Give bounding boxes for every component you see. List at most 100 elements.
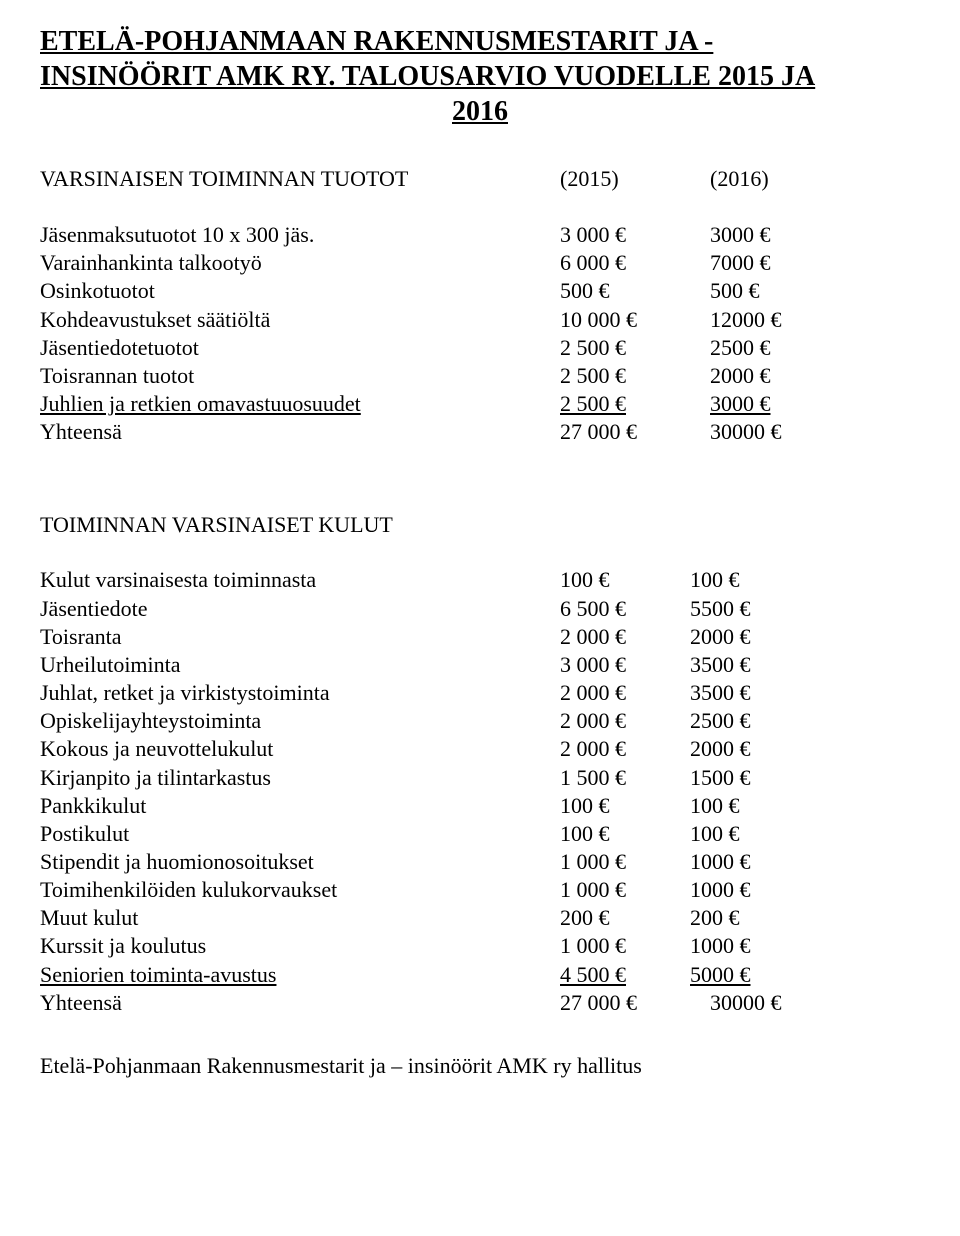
row-label: Kulut varsinaisesta toiminnasta	[40, 566, 560, 594]
row-label: Kurssit ja koulutus	[40, 932, 560, 960]
table-row: Kulut varsinaisesta toiminnasta100 €100 …	[40, 566, 920, 594]
row-value-2015: 500 €	[560, 277, 710, 305]
row-value-2016: 1000 €	[690, 932, 840, 960]
row-value-2016: 7000 €	[710, 249, 860, 277]
row-value-2016: 1000 €	[690, 876, 840, 904]
table-row: Kokous ja neuvottelukulut2 000 €2000 €	[40, 735, 920, 763]
row-value-2015: 1 500 €	[560, 764, 690, 792]
section2-heading: TOIMINNAN VARSINAISET KULUT	[40, 512, 920, 538]
section1-total-label: Yhteensä	[40, 418, 560, 446]
table-row: Seniorien toiminta-avustus4 500 €5000 €	[40, 961, 920, 989]
section1-heading-label: VARSINAISEN TOIMINNAN TUOTOT	[40, 165, 560, 193]
row-label: Pankkikulut	[40, 792, 560, 820]
section1-heading-row: VARSINAISEN TOIMINNAN TUOTOT (2015) (201…	[40, 165, 920, 193]
section2-total-a: 27 000 €	[560, 989, 710, 1017]
row-label: Toisranta	[40, 623, 560, 651]
row-value-2015: 2 500 €	[560, 362, 710, 390]
section1-rows: Jäsenmaksutuotot 10 x 300 jäs.3 000 €300…	[40, 221, 920, 418]
row-label: Muut kulut	[40, 904, 560, 932]
row-value-2015: 2 000 €	[560, 679, 690, 707]
row-value-2016: 12000 €	[710, 306, 860, 334]
title-line-2: INSINÖÖRIT AMK RY. TALOUSARVIO VUODELLE …	[40, 59, 920, 94]
section1-total-row: Yhteensä 27 000 € 30000 €	[40, 418, 920, 446]
row-value-2015: 6 500 €	[560, 595, 690, 623]
row-value-2016: 100 €	[690, 792, 840, 820]
row-label: Postikulut	[40, 820, 560, 848]
title-line-1: ETELÄ-POHJANMAAN RAKENNUSMESTARIT JA -	[40, 24, 920, 59]
row-label: Opiskelijayhteystoiminta	[40, 707, 560, 735]
row-value-2016: 2500 €	[690, 707, 840, 735]
table-row: Toimihenkilöiden kulukorvaukset1 000 €10…	[40, 876, 920, 904]
section2-rows: Kulut varsinaisesta toiminnasta100 €100 …	[40, 566, 920, 988]
row-value-2016: 2000 €	[690, 623, 840, 651]
row-label: Jäsentiedotetuotot	[40, 334, 560, 362]
row-value-2015: 6 000 €	[560, 249, 710, 277]
table-row: Varainhankinta talkootyö6 000 €7000 €	[40, 249, 920, 277]
row-value-2016: 1000 €	[690, 848, 840, 876]
row-value-2015: 3 000 €	[560, 221, 710, 249]
row-label: Kohdeavustukset säätiöltä	[40, 306, 560, 334]
row-value-2016: 3500 €	[690, 679, 840, 707]
row-value-2015: 2 000 €	[560, 707, 690, 735]
table-row: Kohdeavustukset säätiöltä10 000 €12000 €	[40, 306, 920, 334]
row-label: Jäsenmaksutuotot 10 x 300 jäs.	[40, 221, 560, 249]
section1-heading-col-a: (2015)	[560, 165, 710, 193]
document-title: ETELÄ-POHJANMAAN RAKENNUSMESTARIT JA - I…	[40, 24, 920, 129]
title-line-3: 2016	[40, 94, 920, 129]
row-value-2016: 3500 €	[690, 651, 840, 679]
row-value-2016: 100 €	[690, 566, 840, 594]
row-label: Toimihenkilöiden kulukorvaukset	[40, 876, 560, 904]
section1-total-b: 30000 €	[710, 418, 860, 446]
row-label: Juhlat, retket ja virkistystoiminta	[40, 679, 560, 707]
row-value-2016: 500 €	[710, 277, 860, 305]
row-value-2015: 1 000 €	[560, 848, 690, 876]
section2-total-row: Yhteensä 27 000 € 30000 €	[40, 989, 920, 1017]
row-value-2015: 100 €	[560, 792, 690, 820]
table-row: Muut kulut200 €200 €	[40, 904, 920, 932]
row-label: Toisrannan tuotot	[40, 362, 560, 390]
row-value-2016: 3000 €	[710, 390, 860, 418]
row-label: Urheilutoiminta	[40, 651, 560, 679]
row-value-2015: 2 000 €	[560, 623, 690, 651]
table-row: Kirjanpito ja tilintarkastus1 500 €1500 …	[40, 764, 920, 792]
row-value-2016: 2000 €	[690, 735, 840, 763]
row-label: Varainhankinta talkootyö	[40, 249, 560, 277]
row-value-2015: 3 000 €	[560, 651, 690, 679]
row-value-2015: 1 000 €	[560, 876, 690, 904]
row-value-2016: 2500 €	[710, 334, 860, 362]
row-value-2016: 5500 €	[690, 595, 840, 623]
section1-total-a: 27 000 €	[560, 418, 710, 446]
table-row: Juhlat, retket ja virkistystoiminta2 000…	[40, 679, 920, 707]
row-value-2016: 1500 €	[690, 764, 840, 792]
table-row: Juhlien ja retkien omavastuuosuudet2 500…	[40, 390, 920, 418]
row-value-2015: 2 000 €	[560, 735, 690, 763]
row-value-2015: 10 000 €	[560, 306, 710, 334]
row-label: Seniorien toiminta-avustus	[40, 961, 560, 989]
row-value-2016: 200 €	[690, 904, 840, 932]
row-value-2016: 3000 €	[710, 221, 860, 249]
footer-text: Etelä-Pohjanmaan Rakennusmestarit ja – i…	[40, 1053, 920, 1079]
row-label: Osinkotuotot	[40, 277, 560, 305]
table-row: Pankkikulut100 €100 €	[40, 792, 920, 820]
row-value-2015: 1 000 €	[560, 932, 690, 960]
row-value-2015: 100 €	[560, 566, 690, 594]
section1-heading-col-b: (2016)	[710, 165, 860, 193]
table-row: Urheilutoiminta3 000 €3500 €	[40, 651, 920, 679]
row-value-2016: 100 €	[690, 820, 840, 848]
section2-total-label: Yhteensä	[40, 989, 560, 1017]
row-label: Kokous ja neuvottelukulut	[40, 735, 560, 763]
row-label: Juhlien ja retkien omavastuuosuudet	[40, 390, 560, 418]
table-row: Postikulut100 €100 €	[40, 820, 920, 848]
page: ETELÄ-POHJANMAAN RAKENNUSMESTARIT JA - I…	[0, 0, 960, 1099]
table-row: Toisranta2 000 €2000 €	[40, 623, 920, 651]
table-row: Jäsenmaksutuotot 10 x 300 jäs.3 000 €300…	[40, 221, 920, 249]
table-row: Kurssit ja koulutus1 000 €1000 €	[40, 932, 920, 960]
table-row: Osinkotuotot500 €500 €	[40, 277, 920, 305]
row-value-2015: 2 500 €	[560, 334, 710, 362]
row-label: Kirjanpito ja tilintarkastus	[40, 764, 560, 792]
table-row: Toisrannan tuotot2 500 €2000 €	[40, 362, 920, 390]
row-value-2015: 100 €	[560, 820, 690, 848]
table-row: Jäsentiedote6 500 €5500 €	[40, 595, 920, 623]
row-value-2016: 2000 €	[710, 362, 860, 390]
table-row: Opiskelijayhteystoiminta2 000 €2500 €	[40, 707, 920, 735]
